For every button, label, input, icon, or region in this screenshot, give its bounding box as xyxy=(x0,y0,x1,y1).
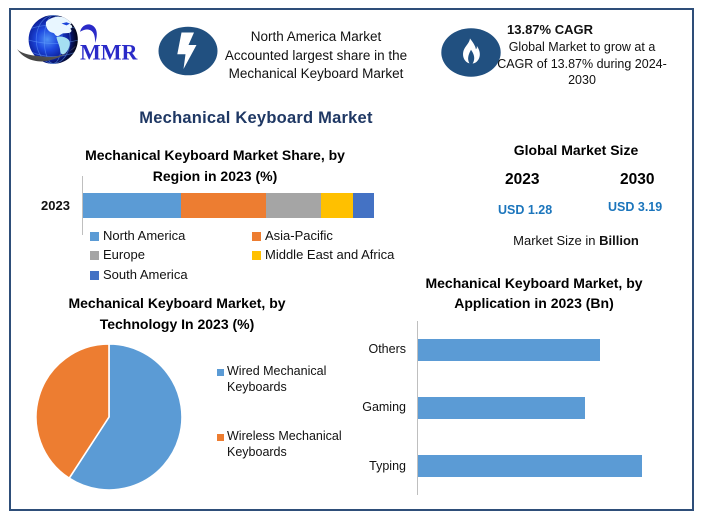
svg-text:MMR: MMR xyxy=(80,40,139,65)
